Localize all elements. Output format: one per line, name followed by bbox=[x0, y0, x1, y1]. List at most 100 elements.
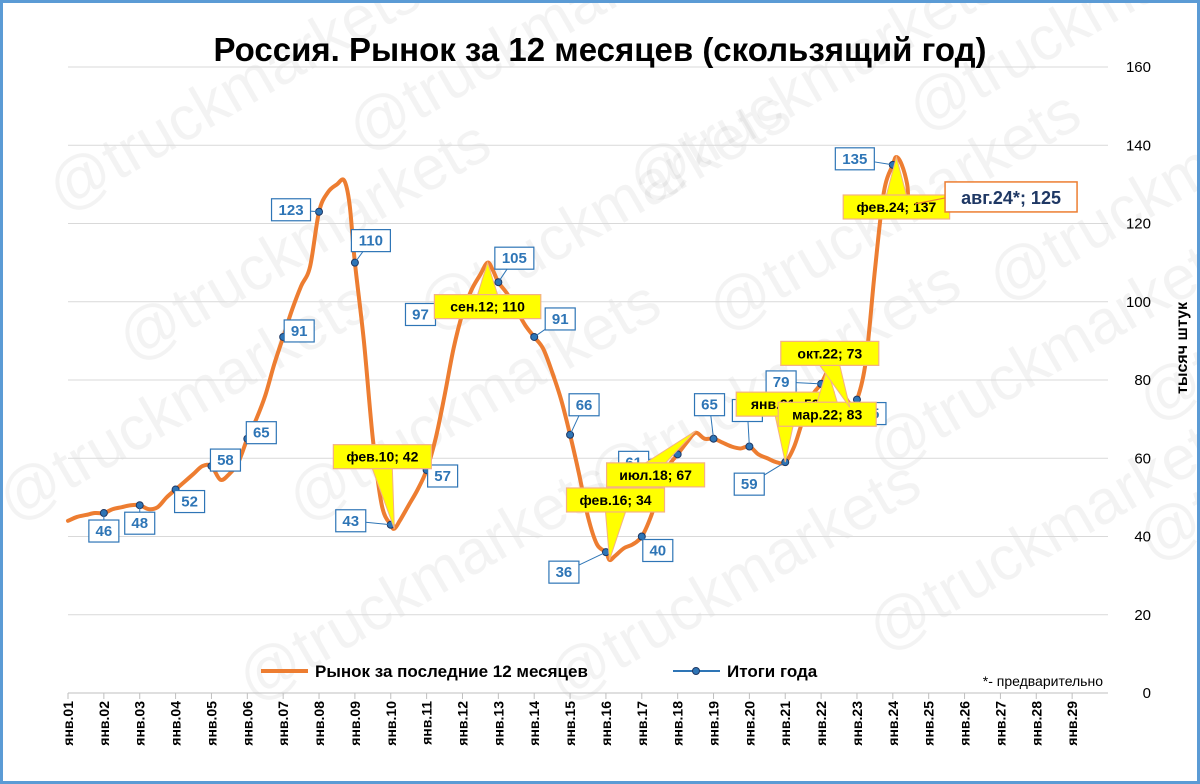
y-tick-label-40: 40 bbox=[1134, 529, 1151, 546]
x-tick-label-9: янв.10 bbox=[383, 701, 399, 746]
x-tick-label-5: янв.06 bbox=[239, 701, 255, 746]
callout-box bbox=[548, 560, 580, 584]
extreme-callout-2: фев.16; 34 bbox=[565, 487, 666, 561]
y-tick-label-20: 20 bbox=[1134, 607, 1151, 624]
x-tick-label-17: янв.18 bbox=[670, 701, 686, 746]
year-total-label: 36 bbox=[556, 564, 573, 581]
callout-box bbox=[335, 509, 367, 533]
callout-box bbox=[350, 229, 391, 253]
extreme-label: фев.24; 137 bbox=[856, 199, 936, 215]
year-total-label: 65 bbox=[253, 425, 270, 442]
x-tick-label-26: янв.27 bbox=[992, 701, 1008, 746]
extreme-label: сен.12; 110 bbox=[450, 299, 525, 315]
legend-marker-swatch bbox=[692, 667, 700, 675]
callout-box bbox=[544, 307, 576, 331]
legend-item-year-totals: Итоги года bbox=[727, 662, 818, 681]
year-total-callout-2004: 52 bbox=[173, 489, 206, 514]
year-total-callout-2002: 46 bbox=[88, 513, 120, 543]
x-tick-label-20: янв.21 bbox=[777, 701, 793, 746]
year-total-callout-2009: 110 bbox=[350, 229, 391, 263]
callout-box bbox=[494, 246, 535, 270]
year-total-callout-2019: 65 bbox=[693, 393, 726, 439]
x-tick-label-24: янв.25 bbox=[921, 701, 937, 746]
year-total-label: 40 bbox=[649, 543, 666, 560]
year-total-label: 43 bbox=[342, 513, 359, 530]
callout-layer: 4648525865911231104357971059166364061656… bbox=[88, 147, 1078, 584]
last-value-callout: авг.24*; 125 bbox=[914, 181, 1078, 213]
callout-box bbox=[693, 393, 726, 417]
year-total-callout-2024: 135 bbox=[834, 147, 893, 171]
callout-leader bbox=[914, 197, 946, 205]
y-tick-label-120: 120 bbox=[1126, 216, 1151, 233]
x-tick-label-27: янв.28 bbox=[1028, 701, 1044, 746]
year-total-callout-2015: 66 bbox=[568, 393, 600, 435]
callout-box bbox=[270, 198, 312, 222]
x-tick-label-8: янв.09 bbox=[347, 701, 363, 746]
x-tick-label-18: янв.19 bbox=[706, 701, 722, 746]
x-tick-label-15: янв.16 bbox=[598, 701, 614, 746]
year-total-label: 123 bbox=[279, 202, 304, 219]
year-total-label: 91 bbox=[552, 311, 569, 328]
callout-box bbox=[88, 519, 120, 543]
extreme-label: июл.18; 67 bbox=[619, 467, 692, 483]
callout-box bbox=[332, 444, 432, 470]
year-total-label: 105 bbox=[502, 250, 527, 267]
year-total-label: 52 bbox=[181, 494, 198, 511]
year-total-callout-2011: 57 bbox=[426, 464, 459, 488]
extreme-callout-3: июл.18; 67 bbox=[605, 430, 706, 488]
legend-item-market: Рынок за последние 12 месяцев bbox=[315, 662, 588, 681]
extreme-label: мар.22; 83 bbox=[792, 406, 862, 422]
x-tick-label-13: янв.14 bbox=[526, 701, 542, 746]
x-tick-label-6: янв.07 bbox=[275, 701, 291, 746]
year-total-label: 59 bbox=[741, 476, 758, 493]
y-tick-label-100: 100 bbox=[1126, 294, 1151, 311]
x-tick-label-0: янв.01 bbox=[60, 701, 76, 746]
y-tick-label-140: 140 bbox=[1126, 137, 1151, 154]
extreme-label: окт.22; 73 bbox=[797, 345, 862, 361]
year-total-callout-2013: 105 bbox=[494, 246, 535, 283]
x-tick-label-25: янв.26 bbox=[957, 701, 973, 746]
x-tick-label-19: янв.20 bbox=[741, 701, 757, 746]
year-total-label: 91 bbox=[291, 323, 308, 340]
x-tick-label-10: янв.11 bbox=[419, 701, 435, 745]
x-tick-label-3: янв.04 bbox=[168, 701, 184, 746]
callout-box bbox=[834, 147, 875, 171]
year-total-callout-2017: 40 bbox=[641, 536, 674, 563]
year-total-label: 46 bbox=[96, 523, 113, 540]
callout-box bbox=[565, 487, 666, 513]
year-total-callout-2005: 58 bbox=[209, 448, 242, 472]
preliminary-note: *- предварительно bbox=[983, 673, 1103, 689]
x-tick-label-4: янв.05 bbox=[203, 701, 219, 746]
year-total-callout-2006: 65 bbox=[245, 421, 277, 445]
year-total-label: 110 bbox=[359, 233, 383, 250]
callout-box bbox=[642, 538, 674, 563]
year-total-callout-2010: 43 bbox=[335, 509, 391, 533]
callout-box bbox=[427, 464, 459, 488]
callout-box bbox=[777, 401, 877, 427]
x-tick-label-21: янв.22 bbox=[813, 701, 829, 746]
callout-box bbox=[733, 472, 765, 496]
callout-box bbox=[780, 340, 880, 366]
callout-box bbox=[433, 294, 542, 320]
callout-box bbox=[245, 421, 277, 445]
year-total-label: 48 bbox=[131, 515, 148, 532]
callout-box bbox=[173, 489, 206, 514]
legend: Рынок за последние 12 месяцев Итоги года bbox=[261, 662, 818, 681]
year-total-label: 65 bbox=[701, 397, 718, 414]
y-tick-label-80: 80 bbox=[1134, 372, 1151, 389]
year-total-callout-2003: 48 bbox=[124, 505, 156, 535]
callout-box bbox=[209, 448, 242, 472]
callout-box bbox=[124, 511, 156, 535]
x-tick-label-2: янв.03 bbox=[132, 701, 148, 746]
last-value-label: авг.24*; 125 bbox=[961, 188, 1061, 208]
x-tick-labels: янв.01 янв.02 янв.03 янв.04 янв.05 янв.06 янв.… bbox=[60, 701, 1080, 746]
callout-pointer bbox=[604, 511, 627, 561]
callout-box bbox=[605, 462, 706, 488]
callout-box bbox=[568, 393, 600, 417]
x-tick-label-28: янв.29 bbox=[1064, 701, 1080, 746]
x-tick-label-22: янв.23 bbox=[849, 701, 865, 746]
x-tick-label-12: янв.13 bbox=[490, 701, 506, 746]
year-total-callout-2014: 91 bbox=[533, 307, 576, 338]
year-total-callout-2008: 123 bbox=[270, 198, 320, 222]
y-tick-label-60: 60 bbox=[1134, 450, 1151, 467]
